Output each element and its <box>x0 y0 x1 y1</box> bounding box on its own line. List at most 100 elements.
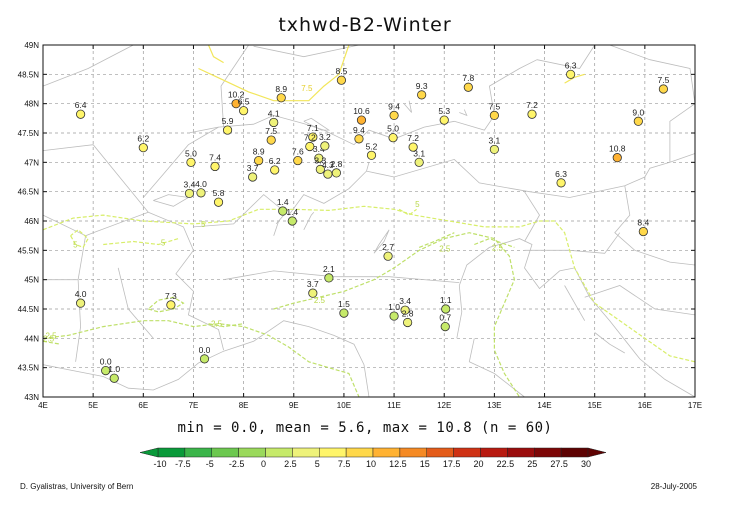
y-tick-label: 49N <box>24 41 39 50</box>
station-value-label: 3.3 <box>314 155 326 165</box>
colorbar: -10 -7.5 -5 -2.5 0 2.5 5 7.5 10 12.5 15 17.5 20 22.5 2… <box>139 447 607 469</box>
station-marker <box>489 110 499 121</box>
y-tick-label: 45.5N <box>18 246 40 255</box>
station-value-label: 5.8 <box>213 188 225 198</box>
station-value-label: 7.8 <box>462 73 474 83</box>
station-marker <box>389 311 399 321</box>
contour-label: 5 <box>73 240 78 249</box>
colorbar-label: 7.5 <box>338 459 351 469</box>
colorbar-max-arrow <box>587 447 607 458</box>
station-value-label: 8.9 <box>253 147 265 157</box>
gridlines <box>43 45 695 397</box>
colorbar-swatch <box>426 447 454 458</box>
station-value-label: 6.2 <box>137 134 149 144</box>
station-value-label: 7.1 <box>307 123 319 133</box>
station-marker <box>336 75 347 85</box>
station-marker <box>354 134 364 144</box>
station-marker <box>293 155 303 166</box>
station-value-label: 8.4 <box>637 218 649 228</box>
contour-label: 7.5 <box>301 84 313 93</box>
y-tick-label: 43N <box>24 393 39 402</box>
x-tick-label: 7E <box>189 401 199 410</box>
geo-outline <box>584 285 696 316</box>
station-marker <box>186 157 196 167</box>
station-value-label: 2.8 <box>402 308 414 318</box>
contour-label: 5 <box>201 220 206 229</box>
x-tick-label: 11E <box>387 401 401 410</box>
station-marker <box>339 308 349 318</box>
x-tick-label: 12E <box>437 401 451 410</box>
colorbar-swatch <box>265 447 293 458</box>
geo-outline <box>524 191 540 242</box>
station-marker <box>314 153 324 163</box>
y-tick-label: 46N <box>24 217 39 226</box>
station-value-label: 2.1 <box>323 264 335 274</box>
station-marker <box>239 106 249 116</box>
geo-outline <box>609 44 696 104</box>
colorbar-swatch <box>399 447 427 458</box>
geo-outline <box>273 211 287 236</box>
y-tick-label: 46.5N <box>18 188 40 197</box>
geo-outline <box>42 44 134 87</box>
colorbar-label: 0 <box>261 459 266 469</box>
colorbar-swatch <box>184 447 212 458</box>
station-value-label: 0.7 <box>439 313 451 323</box>
station-marker <box>320 141 330 151</box>
contour-line <box>564 73 585 84</box>
station-value-label: 6.5 <box>238 97 250 107</box>
x-tick-label: 5E <box>88 401 98 410</box>
colorbar-swatch <box>211 447 239 458</box>
colorbar-min-arrow <box>139 447 159 458</box>
geo-outline <box>564 285 586 321</box>
author-credit: D. Gyalistras, University of Bern <box>20 482 134 491</box>
station-value-label: 3.1 <box>488 135 500 145</box>
geo-outline <box>188 59 538 146</box>
y-tick-label: 48.5N <box>18 70 40 79</box>
geo-outline <box>594 332 626 354</box>
x-tick-label: 13E <box>487 401 501 410</box>
date-stamp: 28-July-2005 <box>650 482 697 491</box>
contour-lines: 7.555 552.52.52.52.52.52.5 <box>42 44 696 398</box>
station-value-label: 7.5 <box>265 126 277 136</box>
colorbar-swatch <box>319 447 347 458</box>
contour-label: 2.5 <box>43 334 55 343</box>
station-markers: 6.4 6.2 5.9 10.26.5 8.9 8.5 4.1 7.5 8.9 6.2 3.7 7.4… <box>75 60 670 383</box>
contour-line <box>42 205 696 363</box>
station-marker <box>231 99 241 109</box>
station-value-label: 5.3 <box>438 106 450 116</box>
contour-line <box>273 232 521 398</box>
colorbar-swatch <box>453 447 481 458</box>
x-tick-label: 14E <box>537 401 551 410</box>
contour-line <box>147 296 185 313</box>
station-marker <box>166 300 176 310</box>
geo-outline <box>117 267 154 339</box>
station-value-label: 9.0 <box>632 107 644 117</box>
x-tick-label: 16E <box>638 401 652 410</box>
x-tick-label: 6E <box>138 401 148 410</box>
station-value-label: 10.2 <box>228 90 245 100</box>
x-tick-label: 4E <box>38 401 48 410</box>
geo-outline <box>153 194 190 207</box>
station-marker <box>566 69 576 79</box>
station-value-label: 3.4 <box>313 144 325 154</box>
colorbar-label: 25 <box>527 459 537 469</box>
station-value-label: 0.0 <box>100 357 112 367</box>
station-marker <box>356 115 367 125</box>
station-value-label: 8.9 <box>275 84 287 94</box>
station-value-label: 10.8 <box>609 144 626 154</box>
colorbar-swatch <box>560 447 589 458</box>
geo-outline <box>303 211 315 230</box>
station-value-label: 4.0 <box>195 179 207 189</box>
station-marker <box>278 206 288 216</box>
station-value-label: 1.0 <box>388 302 400 312</box>
station-marker <box>403 317 413 328</box>
station-value-label: 4.0 <box>75 289 87 299</box>
station-value-label: 9.4 <box>388 101 400 111</box>
colorbar-label: -10 <box>153 459 166 469</box>
geo-outline <box>524 232 621 254</box>
station-value-label: 8.5 <box>336 66 348 76</box>
colorbar-label: 20 <box>473 459 483 469</box>
station-value-label: 1.1 <box>440 295 452 305</box>
station-value-label: 3.7 <box>307 279 319 289</box>
station-marker <box>196 188 206 198</box>
